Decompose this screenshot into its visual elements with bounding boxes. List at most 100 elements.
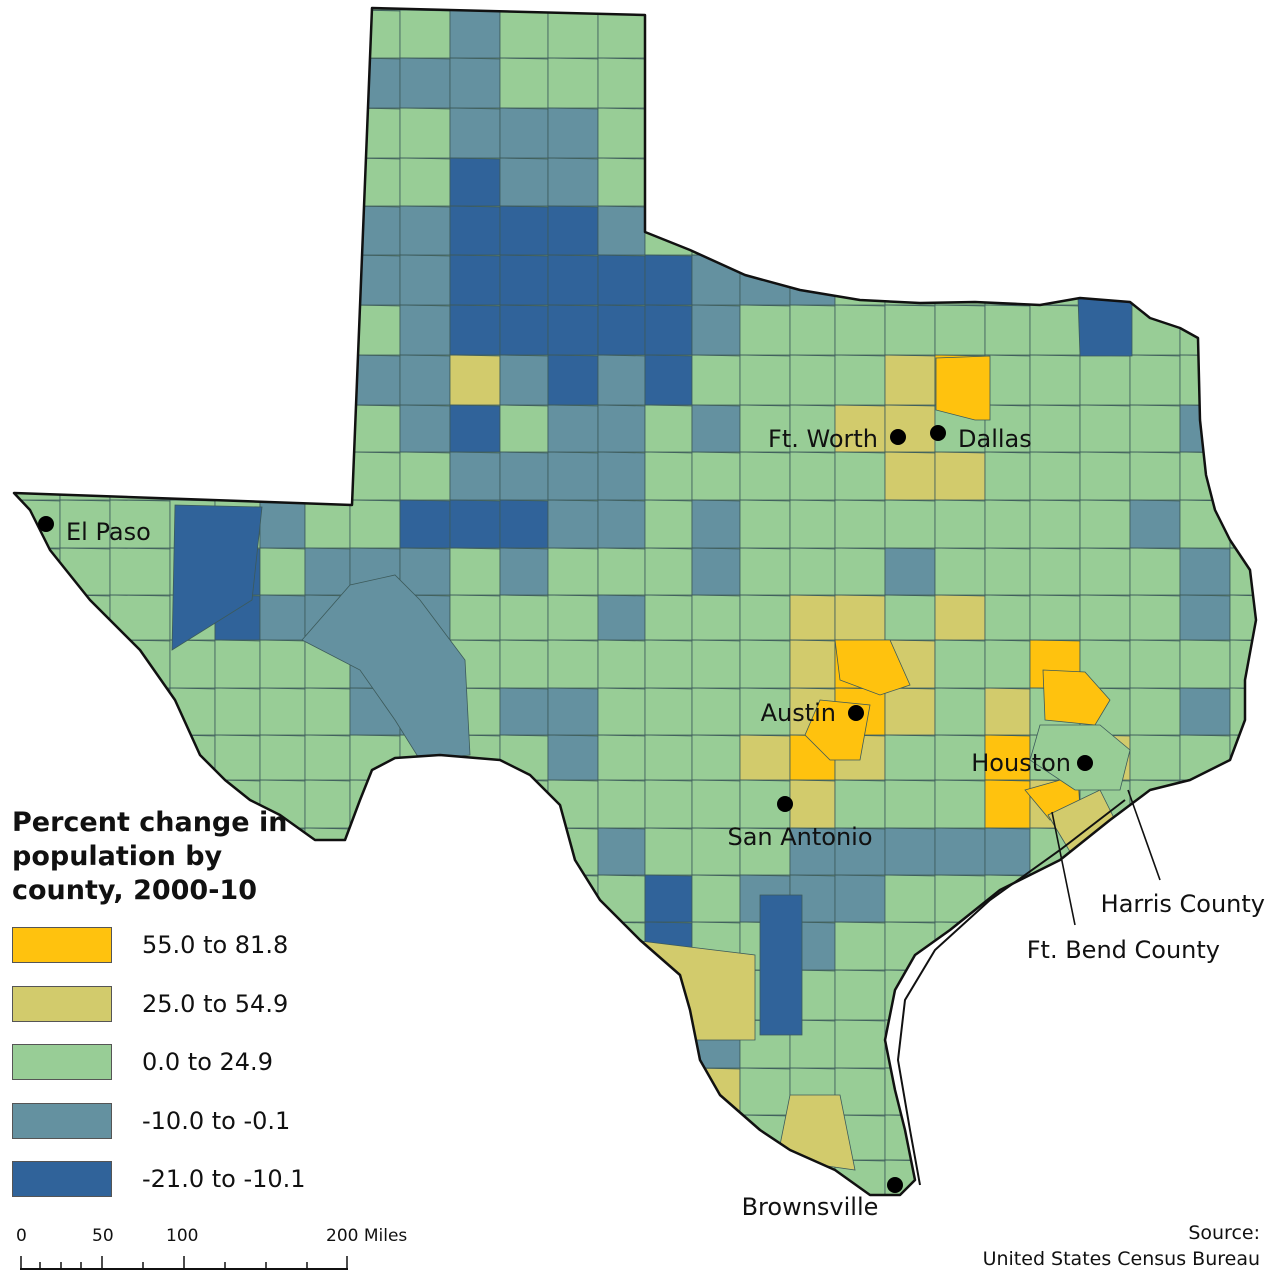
county-cell — [984, 969, 1031, 1021]
county-cell — [834, 9, 886, 59]
county-cell — [169, 157, 216, 207]
county-cell — [14, 254, 61, 306]
county-cell — [789, 304, 836, 356]
county-cell — [1029, 547, 1081, 596]
county-cell — [59, 594, 111, 641]
county-cell — [499, 157, 549, 207]
county-cell — [884, 8, 936, 11]
county-cell — [14, 9, 61, 59]
county-cell — [59, 254, 111, 306]
county-cell — [644, 107, 693, 159]
county-cell — [691, 779, 741, 829]
county-cell — [14, 107, 61, 159]
county-cell — [1129, 1114, 1181, 1161]
county-cell — [644, 1019, 693, 1069]
county-cell — [547, 594, 599, 641]
county-cell — [214, 687, 261, 736]
county-cell — [499, 8, 549, 11]
county-cell — [1129, 254, 1181, 306]
county-cell — [884, 157, 936, 207]
county-cell — [984, 499, 1031, 549]
county-cell — [14, 594, 61, 641]
legend-swatch — [12, 1102, 112, 1139]
county-cell — [1229, 451, 1256, 501]
county-cell — [547, 969, 599, 1021]
legend-label: -10.0 to -0.1 — [142, 1106, 291, 1135]
county-cell — [349, 451, 401, 501]
county-cell — [1229, 594, 1256, 641]
county-cell — [259, 157, 306, 207]
county-cell — [597, 8, 646, 11]
legend-label: 25.0 to 54.9 — [142, 989, 289, 1018]
county-cell — [399, 1114, 451, 1161]
county-cell — [789, 9, 836, 59]
county-cell — [644, 1159, 693, 1195]
county-cell — [1129, 107, 1181, 159]
county-cell — [691, 107, 741, 159]
county-cell — [691, 157, 741, 207]
county-cell — [14, 687, 61, 736]
county-cell — [789, 547, 836, 596]
county-cell — [14, 107, 15, 159]
county-cell — [14, 157, 61, 207]
county-cell — [1029, 9, 1081, 59]
county-cell — [169, 205, 216, 256]
county-cell — [214, 157, 261, 207]
county-cell — [1129, 8, 1181, 11]
county-cell — [739, 8, 791, 11]
county-cell — [304, 451, 351, 501]
county-cell — [59, 687, 111, 736]
san-antonio-label: San Antonio — [727, 823, 872, 851]
county-cell — [1129, 547, 1181, 596]
brownsville-marker — [887, 1177, 903, 1193]
county-cell — [259, 354, 306, 406]
legend-item: 25.0 to 54.9 — [12, 975, 342, 1034]
county-cell — [597, 827, 646, 876]
county-cell — [349, 57, 401, 109]
county-cell — [1029, 594, 1081, 641]
county-cell — [884, 687, 936, 736]
county-cell — [934, 639, 986, 689]
county-cell — [349, 404, 401, 453]
county-cell — [1079, 354, 1131, 406]
county-cell — [884, 734, 936, 781]
county-cell — [1079, 57, 1131, 109]
county-cell — [349, 205, 401, 256]
county-cell — [214, 639, 261, 689]
county-cell — [14, 547, 15, 596]
county-cell — [934, 547, 986, 596]
county-cell — [1179, 687, 1231, 736]
county-cell — [789, 639, 836, 689]
county-cell — [1129, 205, 1181, 256]
county-cell — [644, 874, 693, 923]
county-cell — [449, 547, 501, 596]
county-cell — [349, 921, 401, 971]
county-cell — [259, 304, 306, 356]
county-cell — [884, 57, 936, 109]
county-cell — [984, 354, 1031, 406]
county-cell — [597, 874, 646, 923]
county-cell — [499, 57, 549, 109]
county-cell — [884, 254, 936, 306]
county-cell — [109, 304, 171, 356]
county-cell — [109, 734, 171, 781]
county-cell — [1079, 205, 1131, 256]
county-cell — [934, 57, 986, 109]
county-cell — [597, 404, 646, 453]
county-cell — [547, 499, 599, 549]
county-cell — [499, 594, 549, 641]
county-cell — [597, 1067, 646, 1116]
county-cell — [214, 304, 261, 356]
state-outline — [12, 6, 1258, 1197]
county-cell — [169, 734, 216, 781]
county-cell — [739, 157, 791, 207]
county-highlight — [1042, 669, 1111, 726]
county-cell — [1079, 1114, 1131, 1161]
houston-marker — [1077, 755, 1093, 771]
county-cell — [214, 205, 261, 256]
county-cell — [1129, 734, 1181, 781]
county-cell — [789, 57, 836, 109]
county-cell — [984, 205, 1031, 256]
county-cell — [984, 157, 1031, 207]
county-cell — [644, 499, 693, 549]
